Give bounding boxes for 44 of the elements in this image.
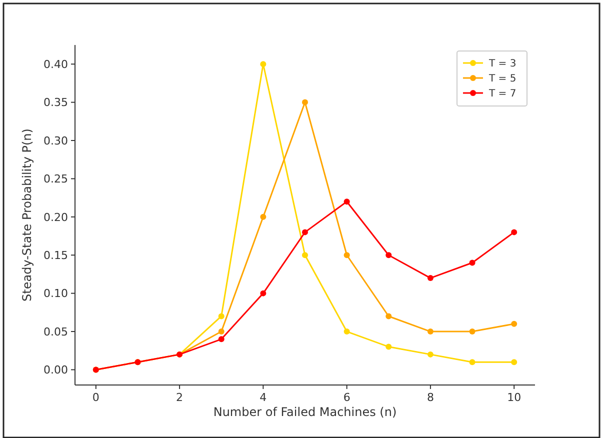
y-tick-label: 0.00 xyxy=(44,364,68,377)
point xyxy=(260,214,266,220)
point xyxy=(344,328,350,335)
y-tick-label: 0.35 xyxy=(44,96,68,110)
point xyxy=(427,275,434,282)
point xyxy=(344,252,350,258)
point xyxy=(511,320,518,327)
x-tick-label: 2 xyxy=(176,391,184,404)
point xyxy=(218,336,224,342)
legend-label: T = 3 xyxy=(488,58,516,70)
y-tick-label: 0.15 xyxy=(44,248,68,262)
point xyxy=(386,313,392,320)
point xyxy=(302,252,308,258)
y-tick-label: 0.25 xyxy=(44,172,68,186)
point xyxy=(427,328,434,335)
point xyxy=(218,328,224,335)
x-axis-title: Number of Failed Machines (n) xyxy=(213,405,397,419)
point xyxy=(511,229,518,236)
point xyxy=(386,344,392,350)
x-tick-label: 0 xyxy=(92,391,100,404)
point xyxy=(469,359,476,366)
y-axis-title: Steady-State Probability P(n) xyxy=(20,128,34,302)
point xyxy=(302,99,308,106)
legend-label: T = 7 xyxy=(488,88,516,100)
y-tick-label: 0.10 xyxy=(44,287,68,300)
point xyxy=(218,313,224,320)
y-tick-label: 0.05 xyxy=(44,325,68,338)
x-tick-label: 10 xyxy=(507,391,522,404)
point xyxy=(386,252,392,258)
point xyxy=(302,229,308,236)
point xyxy=(511,359,518,366)
legend-label: T = 5 xyxy=(488,74,516,84)
y-tick-label: 0.40 xyxy=(44,58,68,71)
point xyxy=(260,61,266,68)
x-tick-label: 4 xyxy=(260,391,267,404)
x-tick-label: 6 xyxy=(343,391,350,404)
point xyxy=(427,351,434,358)
x-tick-label: 8 xyxy=(426,391,434,404)
y-tick-label: 0.20 xyxy=(44,210,68,224)
point xyxy=(260,290,266,296)
point xyxy=(469,328,476,335)
y-tick-label: 0.30 xyxy=(44,134,68,148)
point xyxy=(344,198,350,205)
point xyxy=(469,260,476,266)
